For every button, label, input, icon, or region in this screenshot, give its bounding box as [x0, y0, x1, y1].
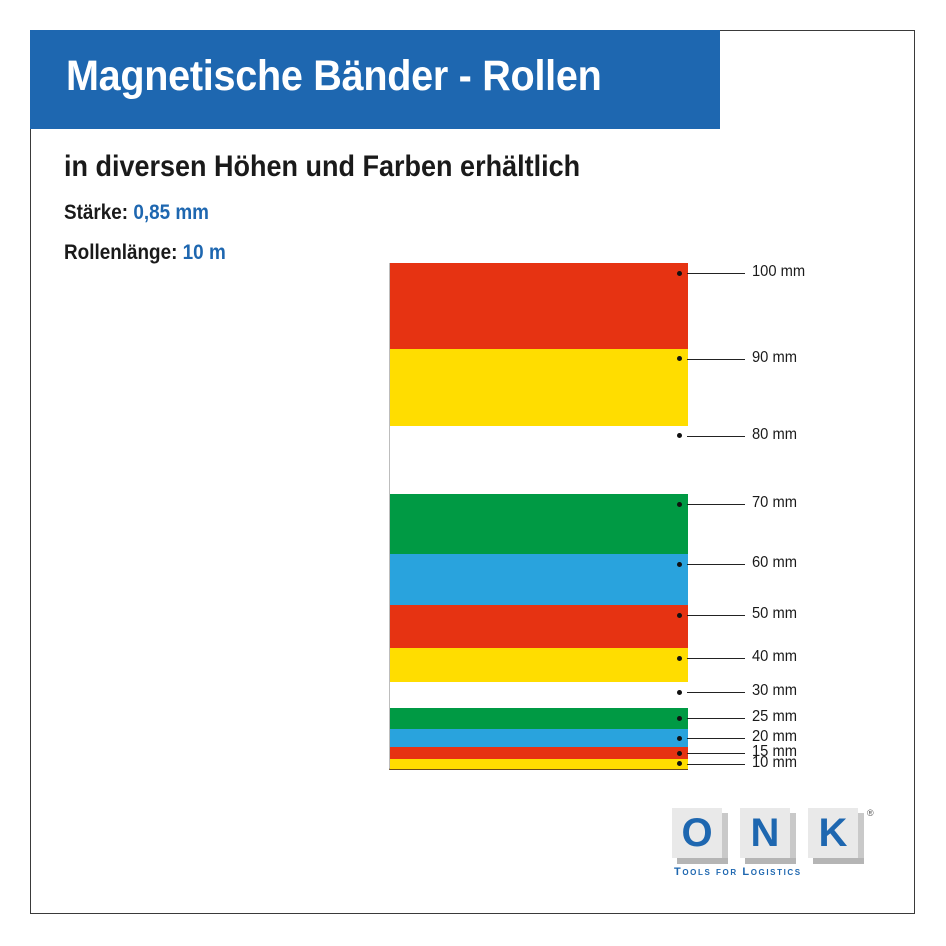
band-stripe	[390, 605, 688, 649]
band-stripe	[390, 746, 688, 761]
logo-tagline: Tools for Logistics	[674, 866, 802, 878]
band-leader-line	[687, 504, 745, 506]
logo-box-o: O	[672, 808, 728, 864]
roll-length-label: Rollenlänge:	[64, 241, 178, 264]
band-size-label: 30 mm	[752, 682, 797, 700]
band-stripe	[390, 648, 688, 683]
band-stack	[389, 263, 688, 770]
band-size-label: 40 mm	[752, 648, 797, 666]
band-marker-dot	[677, 715, 682, 721]
logo-letter-n: N	[740, 808, 790, 858]
band-size-label: 70 mm	[752, 494, 797, 512]
band-leader-line	[687, 358, 745, 360]
band-leader-line	[687, 753, 745, 755]
band-leader-line	[687, 718, 745, 720]
registered-mark: ®	[867, 808, 874, 818]
band-stripe	[390, 759, 688, 769]
band-leader-line	[687, 763, 745, 765]
thickness-label: Stärke:	[64, 201, 129, 224]
band-stripe	[390, 729, 688, 748]
spec-roll-length: Rollenlänge: 10 m	[64, 241, 226, 265]
band-marker-dot	[677, 750, 682, 756]
page-title: Magnetische Bänder - Rollen	[66, 52, 602, 100]
band-marker-dot	[677, 501, 682, 507]
band-leader-line	[687, 692, 745, 694]
band-size-label: 80 mm	[752, 425, 797, 443]
spec-thickness: Stärke: 0,85 mm	[64, 201, 209, 225]
band-leader-line	[687, 273, 745, 274]
band-leader-line	[687, 564, 745, 566]
band-size-label: 20 mm	[752, 728, 797, 746]
logo-letter-o: O	[672, 808, 722, 858]
band-size-label: 60 mm	[752, 554, 797, 572]
band-leader-line	[687, 615, 745, 617]
logo-box-k: K	[808, 808, 864, 864]
band-stripe	[390, 425, 688, 495]
band-size-label: 25 mm	[752, 708, 797, 726]
band-stripe	[390, 348, 688, 427]
onk-logo: O N K ® Tools for Logistics	[672, 808, 874, 880]
band-leader-line	[687, 738, 745, 740]
band-size-label: 90 mm	[752, 348, 797, 366]
band-size-label: 15 mm	[752, 743, 797, 761]
band-marker-dot	[677, 655, 682, 661]
band-marker-dot	[677, 761, 682, 767]
band-marker-dot	[677, 735, 682, 741]
band-marker-dot	[677, 561, 682, 567]
band-size-label: 50 mm	[752, 605, 797, 623]
band-stripe	[390, 682, 688, 709]
thickness-value: 0,85 mm	[133, 201, 209, 224]
subtitle: in diversen Höhen und Farben erhältlich	[64, 150, 581, 183]
band-marker-dot	[677, 356, 682, 362]
band-marker-dot	[677, 270, 682, 276]
logo-box-n: N	[740, 808, 796, 864]
band-stripe	[390, 263, 688, 350]
band-marker-dot	[677, 433, 682, 439]
band-marker-dot	[677, 689, 682, 695]
title-banner: Magnetische Bänder - Rollen	[30, 30, 720, 129]
band-stripe	[390, 708, 688, 731]
logo-letter-k: K	[808, 808, 858, 858]
roll-length-value: 10 m	[182, 241, 226, 264]
band-size-label: 100 mm	[752, 263, 806, 280]
band-marker-dot	[677, 612, 682, 618]
band-stripe	[390, 554, 688, 606]
band-stripe	[390, 494, 688, 555]
band-leader-line	[687, 435, 745, 437]
band-size-label: 10 mm	[752, 753, 797, 771]
band-leader-line	[687, 658, 745, 660]
